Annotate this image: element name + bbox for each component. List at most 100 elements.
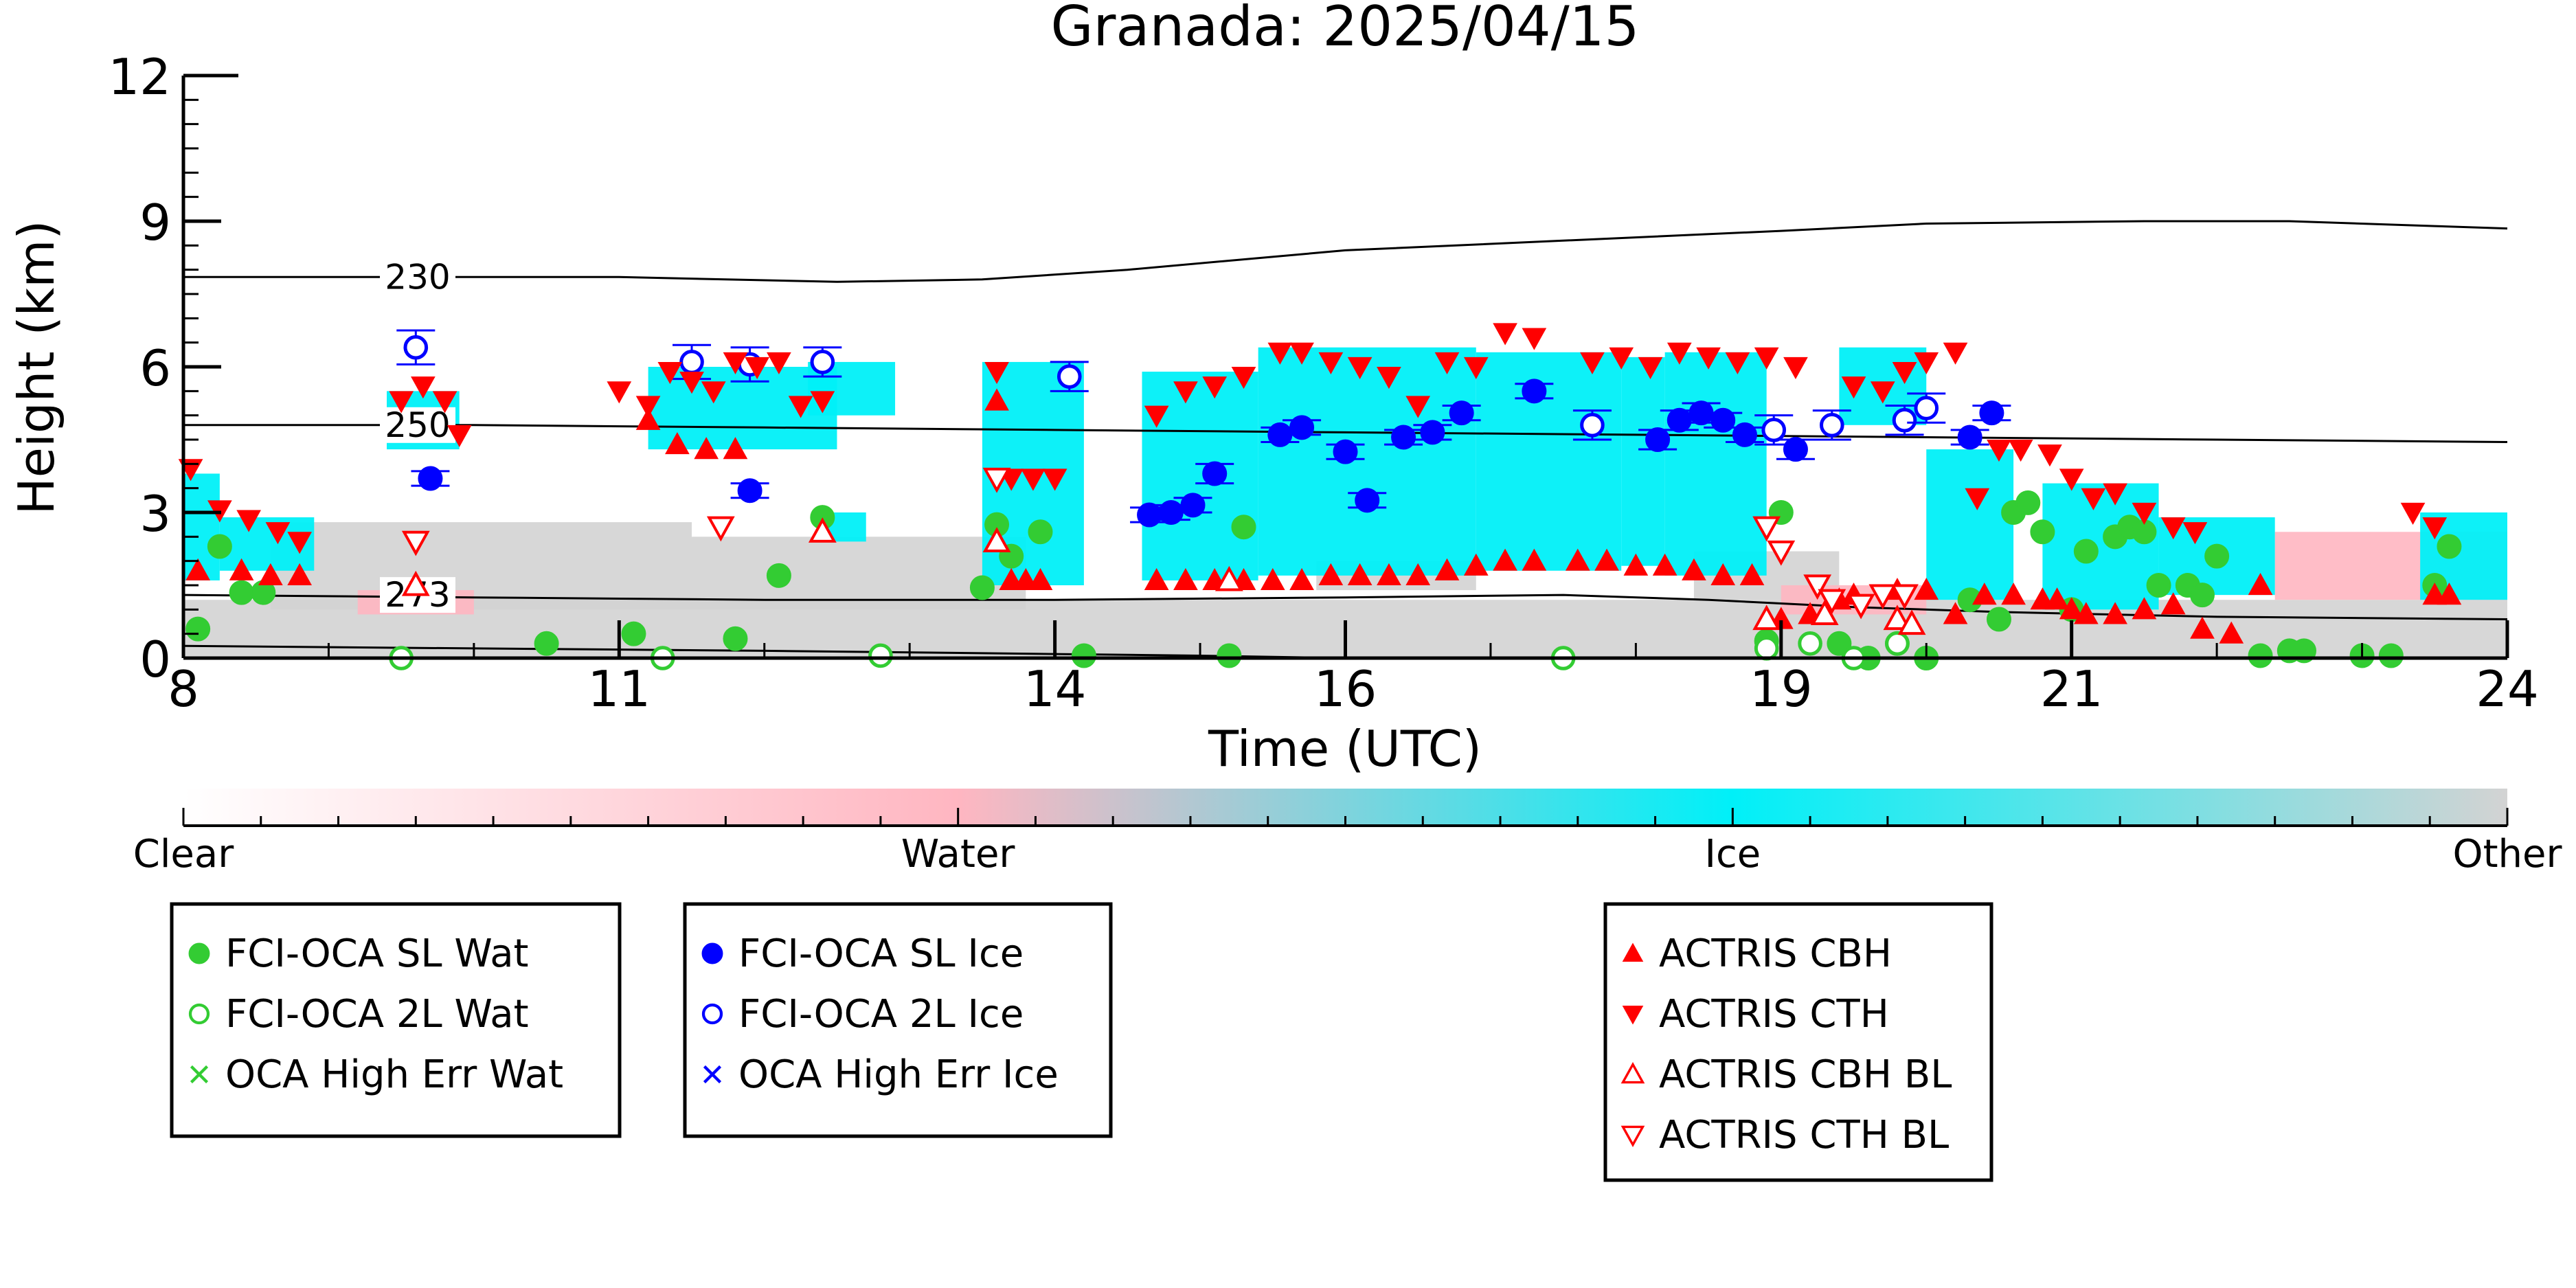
marker-actris-cth bbox=[1667, 342, 1692, 365]
marker-actris-cth bbox=[389, 391, 414, 414]
marker-actris-cth bbox=[607, 381, 632, 404]
marker-actris-cth-bl bbox=[982, 467, 1011, 493]
marker-actris-cth-bl bbox=[1752, 516, 1781, 542]
marker-fci-oca-sl-wat bbox=[1231, 515, 1256, 540]
marker-actris-cth bbox=[745, 357, 770, 380]
marker-actris-cbh bbox=[1144, 567, 1169, 591]
marker-actris-cth bbox=[1377, 367, 1401, 389]
marker-actris-cth bbox=[1987, 440, 2011, 462]
colorbar: Clear Water Ice Other bbox=[133, 789, 2562, 877]
cloud-region-other bbox=[692, 536, 1026, 610]
marker-actris-cbh bbox=[2059, 597, 2084, 620]
marker-actris-cbh bbox=[1028, 567, 1053, 591]
marker-actris-cth bbox=[1267, 342, 1293, 365]
colorbar-ticks: Clear Water Ice Other bbox=[133, 808, 2562, 877]
marker-fci-oca-2l-wat bbox=[1798, 631, 1822, 656]
marker-actris-cth bbox=[1493, 323, 1517, 346]
cloud-region-ice bbox=[1476, 352, 1622, 571]
marker-actris-cbh bbox=[723, 437, 748, 460]
marker-fci-oca-2l-wat bbox=[1754, 636, 1779, 661]
marker-fci-oca-2l-ice bbox=[1914, 396, 1939, 420]
marker-fci-oca-sl-ice bbox=[1289, 415, 1315, 440]
marker-actris-cth bbox=[1696, 347, 1721, 370]
legend-marker bbox=[701, 1003, 723, 1025]
marker-fci-oca-sl-wat bbox=[207, 534, 232, 559]
marker-actris-cbh bbox=[2190, 616, 2215, 639]
marker-actris-cbh bbox=[635, 407, 661, 430]
marker-actris-cth bbox=[984, 361, 1009, 385]
x-tick-label: 19 bbox=[1750, 660, 1813, 718]
marker-actris-cbh-bl bbox=[1883, 605, 1912, 631]
marker-fci-oca-sl-wat bbox=[534, 631, 559, 656]
legend-entry-label: ACTRIS CBH bbox=[1659, 931, 1892, 976]
x-tick-label: 14 bbox=[1024, 660, 1087, 718]
marker-actris-cth bbox=[1914, 352, 1939, 374]
marker-fci-oca-sl-wat bbox=[1827, 631, 1852, 656]
marker-fci-oca-sl-wat bbox=[185, 616, 211, 642]
marker-actris-cth bbox=[2160, 517, 2186, 540]
marker-fci-oca-2l-wat bbox=[868, 643, 893, 668]
marker-actris-cth-bl bbox=[1868, 584, 1897, 610]
cloud-region-ice bbox=[183, 473, 220, 580]
x-axis-label: Time (UTC) bbox=[1208, 720, 1482, 778]
legend-marker bbox=[188, 1003, 210, 1025]
marker-actris-cth bbox=[1347, 357, 1372, 380]
marker-actris-cth bbox=[1202, 376, 1228, 399]
colorbar-label: Clear bbox=[133, 832, 234, 877]
marker-actris-cth bbox=[1042, 468, 1067, 491]
legend-entry-label: FCI-OCA SL Wat bbox=[225, 931, 529, 976]
marker-actris-cbh bbox=[2219, 621, 2244, 644]
legend-marker bbox=[1620, 1125, 1645, 1147]
marker-actris-cth bbox=[2400, 502, 2426, 526]
marker-actris-cth-bl bbox=[1818, 589, 1846, 615]
marker-actris-cth bbox=[1231, 367, 1256, 389]
marker-actris-cth bbox=[432, 391, 457, 414]
marker-fci-oca-sl-ice bbox=[1732, 422, 1757, 447]
marker-actris-cth bbox=[2132, 502, 2157, 526]
marker-actris-cth bbox=[723, 352, 748, 374]
marker-fci-oca-sl-wat bbox=[723, 626, 748, 651]
marker-actris-cth bbox=[701, 381, 726, 404]
marker-fci-oca-sl-wat bbox=[229, 580, 254, 605]
cloud-region-ice bbox=[1621, 357, 1665, 566]
marker-actris-cth bbox=[1021, 468, 1046, 491]
marker-actris-cbh bbox=[1914, 578, 1939, 600]
marker-actris-cbh bbox=[1623, 553, 1649, 576]
legend-box: ACTRIS CBH ACTRIS CTH ACTRIS CBH BL ACTRIS … bbox=[1603, 902, 1993, 1182]
marker-actris-cth bbox=[1522, 328, 1547, 350]
marker-fci-oca-sl-wat bbox=[1028, 519, 1053, 545]
marker-fci-oca-sl-ice bbox=[1333, 439, 1358, 464]
marker-actris-cbh bbox=[2001, 583, 2026, 605]
marker-actris-cbh bbox=[1318, 563, 1344, 585]
marker-actris-cth bbox=[767, 352, 791, 374]
marker-actris-cth-bl bbox=[706, 516, 735, 542]
legend-marker-stroke bbox=[703, 1065, 722, 1084]
isotherm-line bbox=[183, 220, 2508, 283]
marker-actris-cth bbox=[1638, 357, 1663, 380]
marker-actris-cbh bbox=[1652, 553, 1677, 576]
marker-fci-oca-2l-ice bbox=[403, 335, 429, 360]
marker-fci-oca-sl-wat bbox=[2030, 519, 2055, 545]
marker-fci-oca-sl-wat bbox=[2437, 534, 2462, 559]
marker-actris-cth bbox=[657, 361, 683, 385]
marker-actris-cth bbox=[236, 510, 261, 532]
marker-actris-cbh bbox=[1463, 553, 1489, 576]
axes: 0 3 6 9 12 8 11 14 16 19 21 24 bbox=[108, 48, 2538, 718]
marker-actris-cth bbox=[2103, 483, 2127, 506]
marker-actris-cbh bbox=[2103, 602, 2127, 624]
marker-actris-cbh bbox=[1971, 583, 1997, 605]
marker-fci-oca-sl-wat bbox=[2204, 543, 2230, 569]
isotherm-label: 250 bbox=[385, 405, 450, 445]
marker-actris-cbh bbox=[1173, 567, 1198, 591]
legend-marker bbox=[703, 1065, 722, 1084]
y-axis-label: Height (km) bbox=[8, 221, 65, 515]
marker-fci-oca-sl-ice bbox=[1957, 425, 1982, 450]
marker-actris-cbh bbox=[1347, 563, 1372, 585]
legend-frame bbox=[170, 902, 622, 1138]
marker-actris-cth bbox=[447, 425, 472, 447]
legend-entry-label: ACTRIS CBH BL bbox=[1659, 1052, 1952, 1097]
marker-fci-oca-sl-wat bbox=[969, 575, 995, 600]
marker-fci-oca-2l-ice bbox=[1892, 407, 1917, 433]
marker-actris-cbh bbox=[2073, 602, 2099, 624]
marker-actris-cbh bbox=[1594, 548, 1619, 571]
